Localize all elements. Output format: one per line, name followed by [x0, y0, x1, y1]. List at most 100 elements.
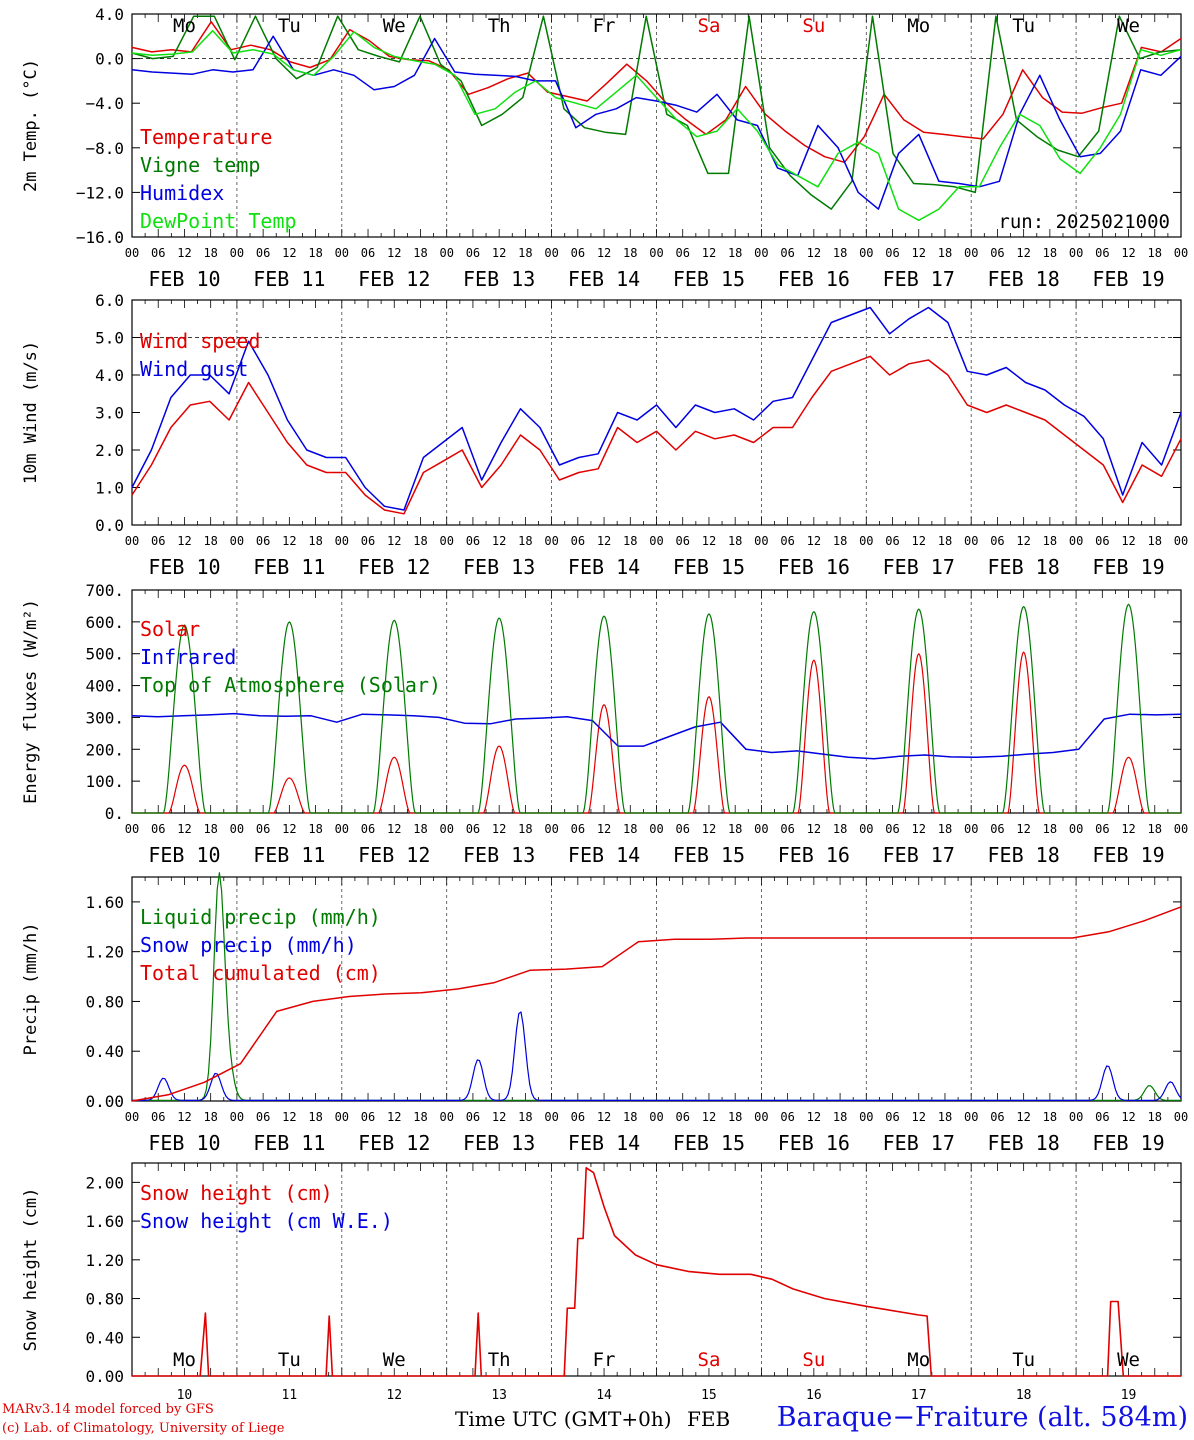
y-tick-label: 0.0: [95, 516, 124, 535]
y-tick-label: 0.00: [85, 1367, 124, 1386]
date-label: FEB 11: [253, 843, 325, 867]
y-tick-label: 2.00: [85, 1173, 124, 1192]
hour-tick-label: 18: [728, 246, 742, 260]
date-label: FEB 12: [358, 555, 430, 579]
series-total-cumulated-cm: [131, 906, 1182, 1102]
date-label: FEB 18: [988, 1131, 1060, 1155]
hour-tick-label: 18: [1043, 1110, 1057, 1124]
hour-tick-label: 06: [571, 534, 585, 548]
hour-tick-label: 18: [623, 246, 637, 260]
hour-tick-label: 06: [256, 534, 270, 548]
hour-tick-label: 12: [597, 534, 611, 548]
date-label: FEB 12: [358, 1131, 430, 1155]
y-tick-label: 1.20: [85, 1251, 124, 1270]
hour-tick-label: 00: [649, 1110, 663, 1124]
hour-tick-label: 12: [177, 1110, 191, 1124]
hour-tick-label: 18: [308, 246, 322, 260]
hour-tick-label: 06: [990, 534, 1004, 548]
hour-tick-label: 12: [1121, 534, 1135, 548]
date-label: FEB 13: [463, 843, 535, 867]
hour-tick-label: 18: [623, 534, 637, 548]
y-tick-label: 0.40: [85, 1042, 124, 1061]
hour-tick-label: 18: [833, 534, 847, 548]
hour-tick-label: 18: [1148, 246, 1162, 260]
day-label: Mo: [173, 1349, 196, 1371]
date-label: FEB 11: [253, 267, 325, 291]
day-label: Tu: [1012, 1349, 1035, 1371]
hour-tick-label: 00: [964, 534, 978, 548]
hour-tick-label: 00: [439, 822, 453, 836]
hour-tick-label: 00: [544, 246, 558, 260]
hour-tick-label: 00: [335, 534, 349, 548]
date-label: FEB 15: [673, 267, 745, 291]
legend-entry: Humidex: [140, 181, 224, 205]
y-tick-label: −16.0: [76, 228, 124, 247]
legend-entry: Wind speed: [140, 329, 260, 353]
day-number: 11: [282, 1388, 298, 1403]
y-tick-label: 0.0: [95, 50, 124, 69]
date-label: FEB 17: [883, 555, 955, 579]
hour-tick-label: 18: [938, 534, 952, 548]
date-label: FEB 10: [148, 555, 220, 579]
hour-tick-label: 06: [675, 534, 689, 548]
date-label: FEB 17: [883, 267, 955, 291]
hour-tick-label: 12: [387, 1110, 401, 1124]
day-label: Mo: [907, 15, 930, 37]
y-axis-label: Snow height (cm): [21, 1188, 41, 1352]
date-label: FEB 13: [463, 267, 535, 291]
hour-tick-label: 12: [492, 1110, 506, 1124]
hour-tick-label: 00: [230, 822, 244, 836]
hour-tick-label: 12: [912, 246, 926, 260]
series-temperature: [131, 21, 1182, 164]
date-label: FEB 19: [1092, 555, 1164, 579]
date-label: FEB 12: [358, 843, 430, 867]
hour-tick-label: 00: [1069, 1110, 1083, 1124]
hour-tick-label: 06: [466, 1110, 480, 1124]
date-label: FEB 16: [778, 843, 850, 867]
date-label: FEB 10: [148, 267, 220, 291]
hour-tick-label: 18: [413, 822, 427, 836]
hour-tick-label: 06: [151, 246, 165, 260]
day-number: 13: [491, 1388, 507, 1403]
date-label: FEB 17: [883, 843, 955, 867]
hour-tick-label: 00: [754, 1110, 768, 1124]
hour-tick-label: 06: [990, 246, 1004, 260]
hour-tick-label: 12: [702, 822, 716, 836]
hour-tick-label: 18: [728, 534, 742, 548]
date-label: FEB 15: [673, 1131, 745, 1155]
hour-tick-label: 18: [623, 822, 637, 836]
hour-tick-label: 12: [1016, 822, 1030, 836]
day-label: Sa: [698, 1349, 721, 1371]
legend-entry: Vigne temp: [140, 153, 260, 177]
hour-tick-label: 00: [1174, 534, 1188, 548]
station-name: Baraque−Fraiture (alt. 584m): [776, 1402, 1188, 1433]
hour-tick-label: 00: [439, 246, 453, 260]
date-label: FEB 16: [778, 555, 850, 579]
day-number: 12: [386, 1388, 402, 1403]
y-tick-label: 100.: [85, 772, 124, 791]
hour-tick-label: 12: [177, 822, 191, 836]
hour-tick-label: 12: [597, 1110, 611, 1124]
hour-tick-label: 00: [230, 246, 244, 260]
day-number: 16: [806, 1388, 822, 1403]
hour-tick-label: 12: [492, 822, 506, 836]
hour-tick-label: 00: [1069, 822, 1083, 836]
day-label: We: [1117, 15, 1140, 37]
hour-tick-label: 18: [203, 534, 217, 548]
y-tick-label: 500.: [85, 645, 124, 664]
hour-tick-label: 00: [230, 1110, 244, 1124]
date-label: FEB 14: [568, 267, 640, 291]
hour-tick-label: 00: [1174, 822, 1188, 836]
hour-tick-label: 06: [361, 1110, 375, 1124]
date-label: FEB 13: [463, 555, 535, 579]
hour-tick-label: 00: [859, 822, 873, 836]
hour-tick-label: 12: [702, 246, 716, 260]
day-label: Tu: [1012, 15, 1035, 37]
hour-tick-label: 06: [885, 822, 899, 836]
hour-tick-label: 12: [597, 246, 611, 260]
hour-tick-label: 12: [1121, 1110, 1135, 1124]
hour-tick-label: 00: [1069, 534, 1083, 548]
legend-entry: DewPoint Temp: [140, 209, 297, 233]
hour-tick-label: 00: [859, 1110, 873, 1124]
hour-tick-label: 12: [282, 822, 296, 836]
